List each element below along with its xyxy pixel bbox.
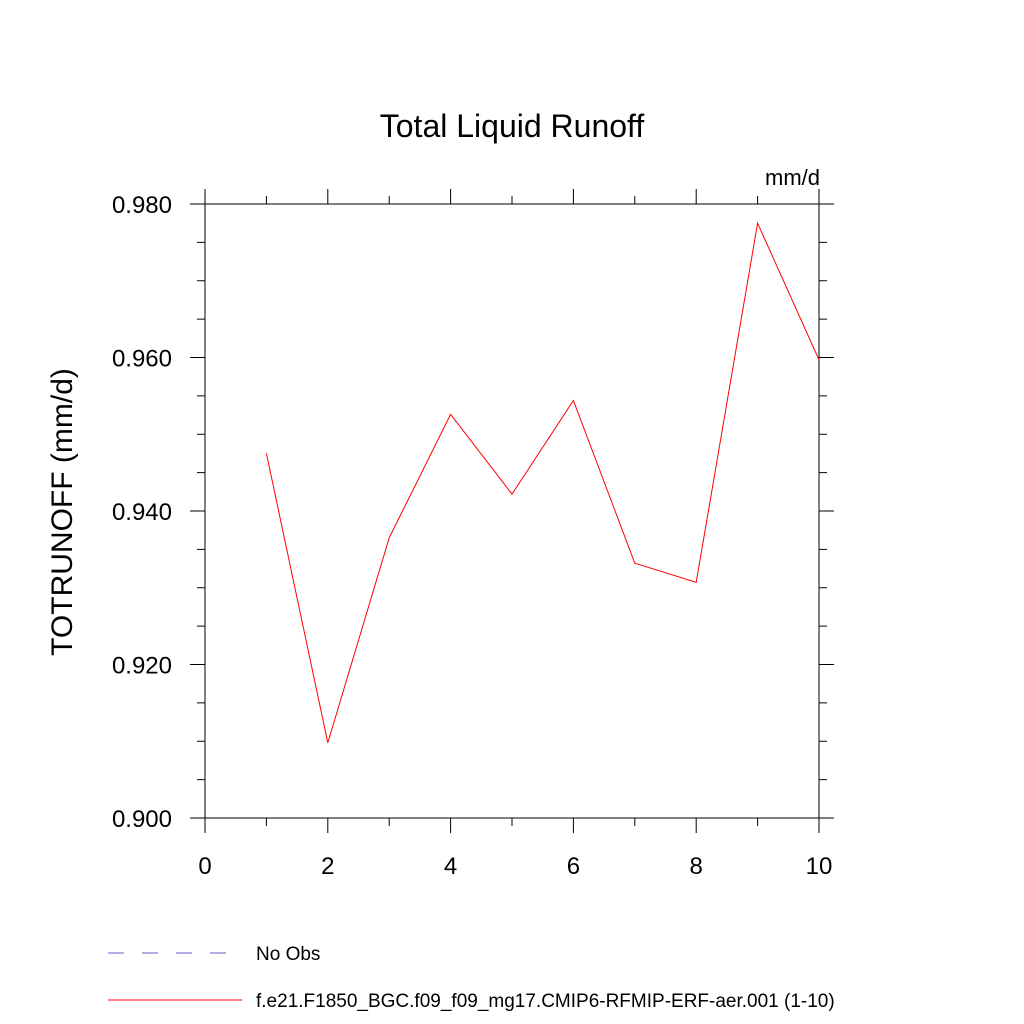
x-tick-label: 10 bbox=[806, 853, 833, 880]
x-axis: 0 2 4 6 8 10 bbox=[198, 189, 832, 880]
x-tick-label: 6 bbox=[567, 853, 580, 880]
x-tick-label: 4 bbox=[444, 853, 457, 880]
y-tick-label: 0.960 bbox=[112, 346, 172, 373]
legend-label: f.e21.F1850_BGC.f09_f09_mg17.CMIP6-RFMIP… bbox=[256, 991, 835, 1012]
y-axis: 0.900 0.920 0.940 0.960 0.980 bbox=[112, 192, 834, 833]
y-tick-label: 0.980 bbox=[112, 192, 172, 219]
y-axis-label: TOTRUNOFF (mm/d) bbox=[46, 368, 79, 656]
legend: No Obs f.e21.F1850_BGC.f09_f09_mg17.CMIP6… bbox=[108, 944, 835, 1012]
x-tick-label: 2 bbox=[321, 853, 334, 880]
y-tick-label: 0.920 bbox=[112, 653, 172, 680]
legend-label: No Obs bbox=[256, 944, 320, 965]
series-layer bbox=[265, 221, 820, 743]
x-tick-label: 8 bbox=[690, 853, 703, 880]
plot-frame bbox=[204, 203, 820, 819]
units-label: mm/d bbox=[765, 165, 820, 190]
y-tick-label: 0.940 bbox=[112, 499, 172, 526]
x-tick-label: 0 bbox=[198, 853, 211, 880]
chart-title: Total Liquid Runoff bbox=[380, 108, 645, 144]
y-tick-label: 0.900 bbox=[112, 806, 172, 833]
series-line bbox=[265, 221, 820, 743]
